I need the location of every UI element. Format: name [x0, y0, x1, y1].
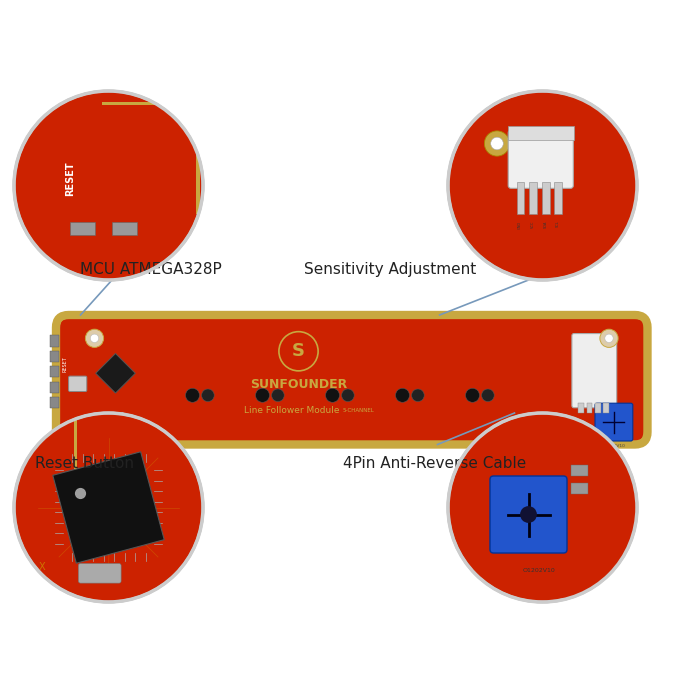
Text: GND: GND — [518, 220, 522, 229]
Circle shape — [484, 131, 510, 156]
Bar — [570, 94, 637, 276]
Circle shape — [326, 389, 340, 402]
Text: SUNFOUNDER: SUNFOUNDER — [250, 379, 347, 391]
Bar — [578, 403, 584, 413]
Text: 5-CHANNEL: 5-CHANNEL — [342, 408, 374, 413]
FancyBboxPatch shape — [102, 167, 146, 206]
Circle shape — [342, 389, 354, 402]
Circle shape — [256, 389, 270, 402]
Bar — [554, 182, 562, 214]
Bar — [102, 105, 196, 214]
Text: O1202V10: O1202V10 — [523, 568, 555, 573]
Text: X: X — [38, 562, 46, 572]
Text: Sensitivity Adjustment: Sensitivity Adjustment — [304, 262, 477, 277]
Bar — [603, 403, 609, 413]
Circle shape — [395, 389, 409, 402]
Circle shape — [14, 413, 203, 602]
Bar — [102, 102, 200, 214]
Bar — [50, 397, 59, 408]
Circle shape — [520, 506, 537, 523]
Circle shape — [600, 329, 618, 347]
Bar — [570, 94, 640, 276]
Text: SDA: SDA — [543, 220, 547, 228]
Circle shape — [466, 389, 480, 402]
Circle shape — [491, 137, 503, 150]
Circle shape — [482, 389, 494, 402]
Text: RESET: RESET — [62, 356, 68, 372]
Text: Reset Button: Reset Button — [35, 456, 134, 471]
Bar — [50, 335, 59, 346]
FancyBboxPatch shape — [572, 334, 617, 407]
Circle shape — [85, 329, 104, 347]
Bar — [70, 222, 94, 235]
Bar — [587, 403, 592, 413]
FancyBboxPatch shape — [595, 403, 633, 441]
Bar — [517, 182, 524, 214]
Bar — [564, 413, 640, 602]
Bar — [14, 410, 74, 480]
FancyBboxPatch shape — [69, 376, 87, 391]
Circle shape — [75, 488, 86, 499]
Circle shape — [448, 413, 637, 602]
FancyBboxPatch shape — [78, 564, 121, 583]
Circle shape — [90, 334, 99, 342]
FancyBboxPatch shape — [508, 130, 573, 188]
Text: SCL: SCL — [556, 220, 560, 228]
Bar — [52, 452, 164, 564]
Circle shape — [605, 334, 613, 342]
Circle shape — [186, 389, 199, 402]
Text: 4Pin Anti-Reverse Cable: 4Pin Anti-Reverse Cable — [343, 456, 526, 471]
Bar — [564, 413, 637, 602]
Bar — [542, 182, 550, 214]
Bar — [570, 466, 588, 476]
Circle shape — [202, 389, 214, 402]
Text: O1202V10: O1202V10 — [603, 444, 625, 448]
Bar — [50, 382, 59, 393]
Circle shape — [14, 91, 203, 280]
Text: S: S — [292, 342, 305, 360]
Bar — [570, 483, 588, 493]
FancyBboxPatch shape — [490, 476, 567, 553]
Text: Line Follower Module: Line Follower Module — [244, 406, 340, 415]
Bar — [508, 126, 574, 140]
Bar — [50, 366, 59, 377]
Circle shape — [448, 91, 637, 280]
Bar — [50, 351, 59, 362]
FancyBboxPatch shape — [56, 315, 648, 444]
Text: VCC: VCC — [531, 220, 535, 228]
Bar — [96, 354, 135, 393]
Bar — [112, 222, 136, 235]
Circle shape — [272, 389, 284, 402]
Bar — [529, 182, 537, 214]
Circle shape — [412, 389, 424, 402]
Text: MCU ATMEGA328P: MCU ATMEGA328P — [80, 262, 223, 277]
Bar — [595, 403, 601, 413]
Bar — [14, 410, 77, 480]
Text: RESET: RESET — [65, 161, 75, 196]
